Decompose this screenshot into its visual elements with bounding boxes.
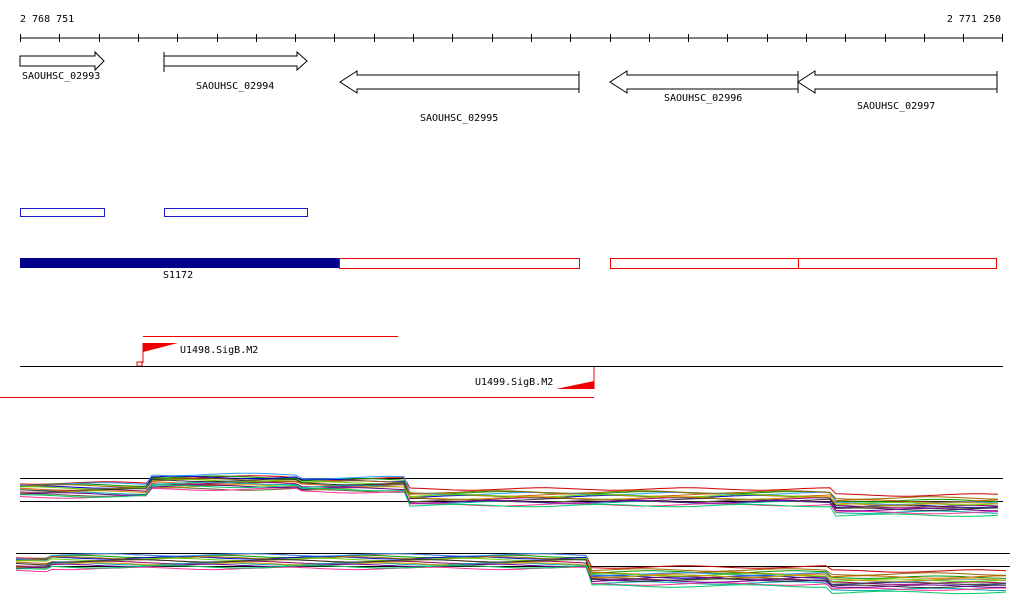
promoter-label: U1498.SigB.M2 (180, 345, 258, 356)
gene-label: SAOUHSC_02996 (664, 93, 742, 104)
gene-arrow (163, 50, 308, 72)
trace (15, 562, 1007, 592)
gene-arrow (339, 70, 580, 94)
trace (19, 475, 999, 497)
ruler-start: 2 768 751 (20, 14, 74, 25)
region-box (339, 258, 580, 269)
region-filled (20, 258, 339, 268)
trace (15, 566, 1006, 591)
trace (19, 481, 999, 509)
trace (15, 557, 1007, 582)
gene-label: SAOUHSC_02997 (857, 101, 935, 112)
promoter-mark (136, 361, 143, 367)
region-box (610, 258, 799, 269)
trace (15, 556, 1007, 586)
gene-arrow (19, 50, 105, 72)
trace (19, 472, 999, 505)
trace (15, 556, 1006, 576)
trace (15, 565, 1007, 595)
expression-traces (15, 472, 1007, 595)
promoter-flag (556, 381, 594, 389)
feature-box (164, 208, 308, 217)
feature-box (20, 208, 105, 217)
trace (19, 478, 999, 506)
gene-arrows (19, 50, 998, 94)
gene-arrow (797, 70, 998, 94)
promoter-label: U1499.SigB.M2 (475, 377, 553, 388)
promoter-flag (143, 343, 178, 352)
trace (20, 484, 999, 506)
ruler-ticks (20, 34, 1003, 42)
gene-label: SAOUHSC_02993 (22, 71, 100, 82)
region-box (798, 258, 997, 269)
gene-label: SAOUHSC_02994 (196, 81, 274, 92)
region-label: S1172 (163, 270, 193, 281)
trace (15, 559, 1006, 589)
trace (15, 563, 1006, 588)
trace (20, 484, 999, 517)
gene-label: SAOUHSC_02995 (420, 113, 498, 124)
ruler-end: 2 771 250 (947, 14, 1001, 25)
gene-arrow (609, 70, 799, 94)
